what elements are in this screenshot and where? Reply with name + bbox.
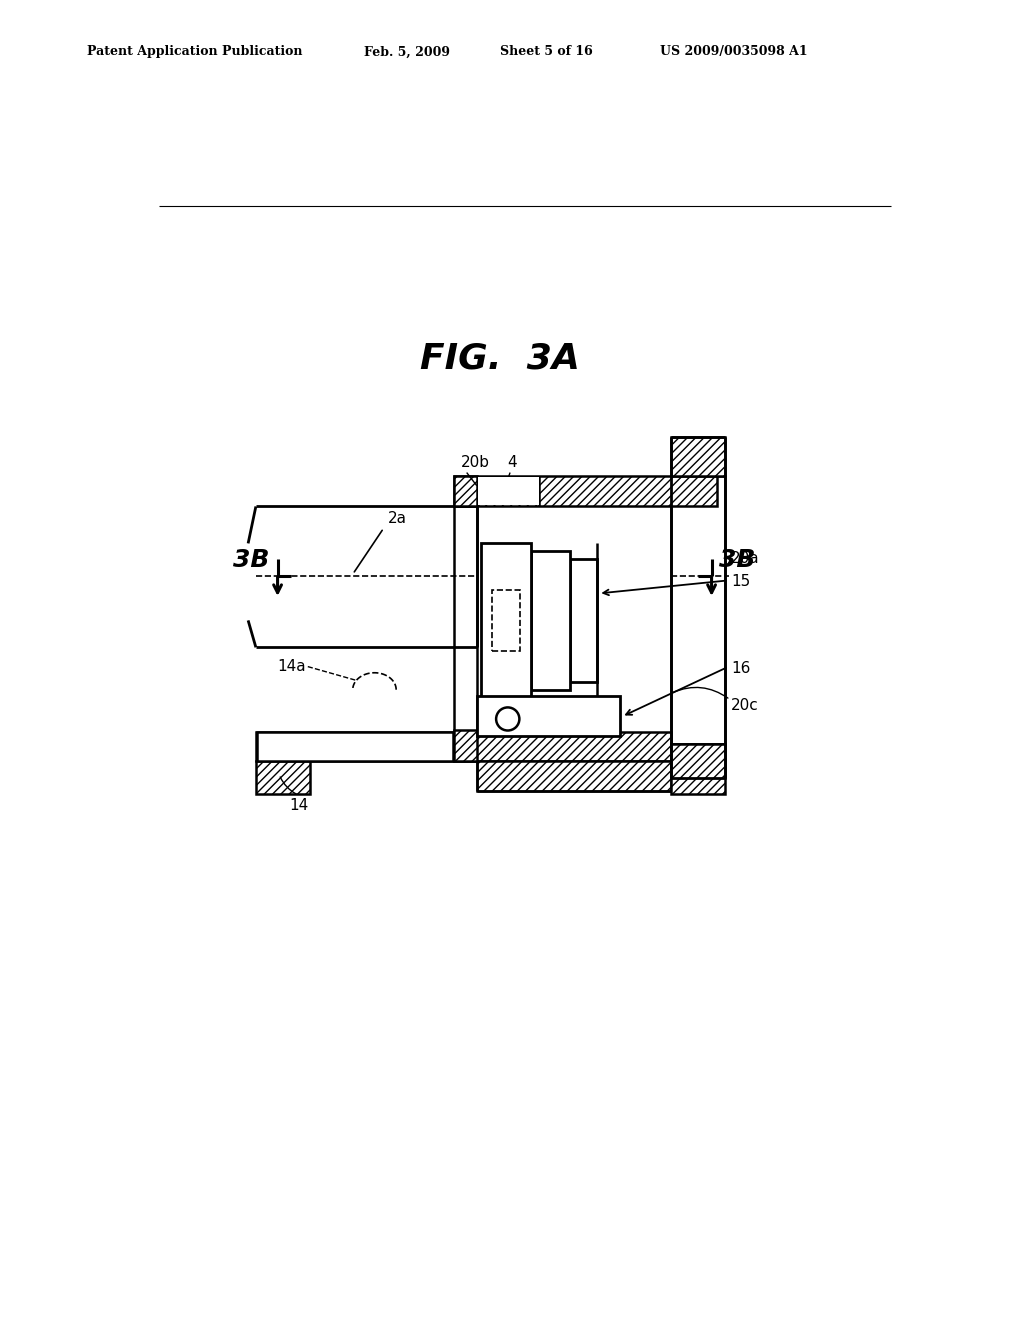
Text: 20b: 20b [461, 455, 490, 470]
Text: Feb. 5, 2009: Feb. 5, 2009 [364, 45, 450, 58]
Text: 15: 15 [731, 574, 751, 590]
Bar [569, 558, 597, 682]
Text: US 2009/0035098 A1: US 2009/0035098 A1 [660, 45, 808, 58]
Bar [454, 507, 477, 760]
Text: FIG.  3A: FIG. 3A [420, 342, 580, 376]
Text: 14: 14 [289, 797, 308, 813]
Bar [477, 760, 671, 792]
Bar [493, 590, 520, 651]
Bar [480, 544, 531, 697]
Text: 3B: 3B [233, 548, 270, 572]
Bar [671, 437, 725, 475]
Text: Patent Application Publication: Patent Application Publication [87, 45, 302, 58]
Text: 20a: 20a [731, 552, 760, 566]
Bar [454, 730, 477, 760]
Bar [478, 478, 539, 506]
Text: 3B: 3B [719, 548, 756, 572]
Bar [256, 733, 671, 760]
Bar [477, 696, 621, 737]
Text: 14a: 14a [278, 659, 306, 675]
Text: Sheet 5 of 16: Sheet 5 of 16 [500, 45, 593, 58]
Text: 2a: 2a [388, 511, 407, 525]
Bar [256, 760, 310, 793]
Bar [454, 475, 717, 507]
Bar [257, 734, 453, 759]
Bar [257, 733, 453, 760]
Bar [671, 475, 725, 743]
Bar [454, 475, 477, 507]
Bar [671, 743, 725, 793]
Circle shape [496, 708, 519, 730]
Bar [531, 552, 569, 689]
Text: 20c: 20c [731, 697, 759, 713]
Text: 16: 16 [731, 660, 751, 676]
Bar [671, 743, 725, 779]
Text: 4: 4 [508, 455, 517, 470]
